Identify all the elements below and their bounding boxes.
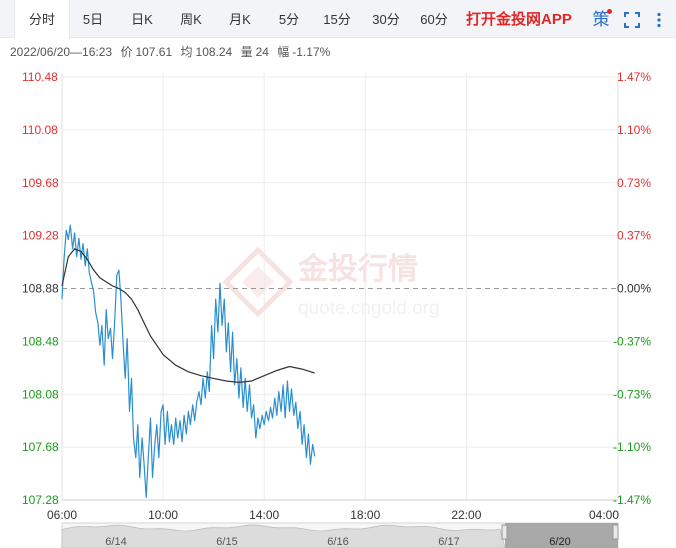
tab-60min[interactable]: 60分 xyxy=(420,12,448,27)
info-change-label: 幅 xyxy=(277,45,290,59)
info-price: 107.61 xyxy=(135,45,173,59)
y-tick-label: 109.68 xyxy=(22,176,59,190)
y-tick-label: 108.48 xyxy=(22,334,59,348)
period-tab-bar: 分时 5日 日K 周K 月K 5分 15分 30分 60分 打开金投网APP 策 xyxy=(0,0,676,39)
y-tick-label: 109.28 xyxy=(22,229,59,243)
chart-grid xyxy=(61,73,619,501)
info-volume-label: 量 xyxy=(240,45,253,59)
y-tick-label: 110.08 xyxy=(22,123,58,137)
navigator-handle-left xyxy=(501,524,508,540)
y-pct-tick-label: 1.47% xyxy=(617,70,651,84)
navigator-date-label: 6/20 xyxy=(549,536,570,548)
tab-5min[interactable]: 5分 xyxy=(278,12,300,27)
tab-intraday[interactable]: 分时 xyxy=(14,0,70,39)
more-icon xyxy=(657,12,661,28)
y-tick-label: 108.08 xyxy=(22,387,59,401)
y-pct-tick-label: 0.37% xyxy=(617,229,651,243)
info-price-label: 价 xyxy=(120,45,133,59)
x-tick-label: 04:00 xyxy=(589,508,619,522)
price-axis: 110.48 110.08 109.68 109.28 108.88 108.48 108.… xyxy=(22,70,59,507)
watermark-title: 金投行情 xyxy=(297,252,418,287)
navigator-area xyxy=(61,524,506,548)
tab-30min[interactable]: 30分 xyxy=(372,12,400,27)
info-change: -1.17% xyxy=(292,45,331,59)
open-app-link[interactable]: 打开金投网APP xyxy=(466,11,572,28)
y-pct-tick-label: -0.73% xyxy=(613,387,651,401)
tab-5day[interactable]: 5日 xyxy=(82,12,104,27)
more-button[interactable] xyxy=(648,0,670,38)
watermark: 金投行情 quote.cngold.org xyxy=(222,246,440,319)
navigator-date-label: 6/16 xyxy=(327,536,348,548)
chart-series xyxy=(61,224,316,498)
info-avg-label: 均 xyxy=(180,45,193,59)
y-pct-tick-label: -0.37% xyxy=(613,334,651,348)
fullscreen-button[interactable] xyxy=(620,0,644,38)
info-volume: 24 xyxy=(255,45,269,59)
x-tick-label: 14:00 xyxy=(249,508,279,522)
navigator-date-label: 6/17 xyxy=(438,536,459,548)
x-tick-label: 18:00 xyxy=(350,508,380,522)
navigator-date-label: 6/14 xyxy=(105,536,126,548)
tab-daily-k[interactable]: 日K xyxy=(131,12,153,27)
tab-monthly-k[interactable]: 月K xyxy=(229,12,251,27)
info-datetime: 2022/06/20—16:23 xyxy=(10,45,113,59)
y-pct-tick-label: 0.73% xyxy=(617,176,651,190)
notification-dot xyxy=(607,9,612,14)
watermark-url: quote.cngold.org xyxy=(298,298,440,319)
y-tick-label: 110.48 xyxy=(22,70,58,84)
navigator-handle-right xyxy=(612,524,619,540)
x-tick-label: 06:00 xyxy=(47,508,77,522)
y-pct-tick-label: 1.10% xyxy=(617,123,651,137)
percent-axis: 1.47% 1.10% 0.73% 0.37% 0.00% -0.37% -0.73% -1.… xyxy=(613,70,651,507)
y-pct-tick-label: 0.00% xyxy=(617,282,651,296)
navigator-date-label: 6/15 xyxy=(216,536,237,548)
time-axis: 06:00 10:00 14:00 18:00 22:00 04:00 xyxy=(47,508,619,522)
navigator-window xyxy=(505,523,618,548)
y-tick-label: 107.68 xyxy=(22,440,59,454)
x-tick-label: 22:00 xyxy=(451,508,481,522)
y-pct-tick-label: -1.47% xyxy=(613,493,651,507)
strategy-label: 策 xyxy=(592,10,610,29)
fullscreen-icon xyxy=(624,12,640,28)
info-avg: 108.24 xyxy=(195,45,233,59)
avg-price-line xyxy=(61,248,315,384)
tab-weekly-k[interactable]: 周K xyxy=(180,12,202,27)
y-tick-label: 108.88 xyxy=(22,282,59,296)
range-navigator[interactable]: 6/14 6/15 6/16 6/17 6/20 xyxy=(61,522,619,548)
y-tick-label: 107.28 xyxy=(22,493,59,507)
price-line xyxy=(61,224,316,498)
tab-15min[interactable]: 15分 xyxy=(323,12,351,27)
x-tick-label: 10:00 xyxy=(148,508,178,522)
quote-info-bar: 2022/06/20—16:23 价 107.61 均 108.24 量 24 幅 -1… xyxy=(10,43,335,60)
strategy-button[interactable]: 策 xyxy=(588,0,614,38)
y-pct-tick-label: -1.10% xyxy=(613,440,651,454)
